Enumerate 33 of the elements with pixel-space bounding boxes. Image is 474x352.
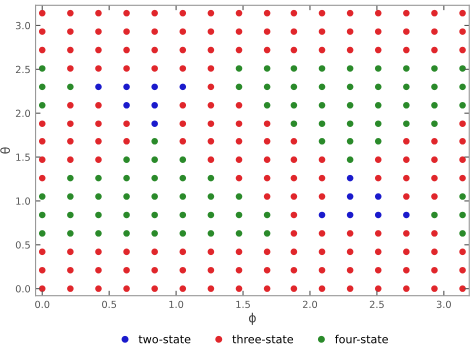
x-tick-label: 0.5 — [102, 300, 116, 308]
point — [346, 174, 354, 182]
x-axis-title: ϕ — [248, 312, 256, 325]
y-tick-label: 2.0 — [16, 110, 30, 118]
point — [151, 120, 158, 127]
x-tick-label: 1.0 — [169, 300, 184, 308]
y-tick-label: 3.0 — [16, 22, 30, 30]
point — [123, 84, 130, 90]
point — [123, 102, 130, 109]
legend-label: four-state — [335, 334, 388, 344]
y-axis-title: θ — [0, 147, 10, 154]
point — [151, 84, 158, 90]
point — [151, 102, 158, 109]
point — [95, 84, 102, 90]
point — [318, 212, 326, 218]
point — [180, 84, 186, 90]
legend-label: two-state — [138, 335, 190, 344]
y-tick-label: 1.5 — [16, 154, 30, 161]
x-tick-label: 2.0 — [302, 300, 318, 308]
x-tick-label: 2.5 — [370, 300, 384, 308]
y-tick-label: 1.0 — [16, 197, 30, 205]
x-tick-label: 1.5 — [236, 300, 250, 308]
x-tick-label: 3.0 — [436, 300, 451, 308]
point — [374, 212, 382, 218]
point — [374, 193, 382, 200]
x-tick-label: 0.0 — [35, 300, 50, 308]
legend-label: three-state — [232, 334, 294, 344]
y-tick-label: 0.0 — [16, 285, 30, 292]
y-tick-label: 2.5 — [16, 66, 30, 74]
point — [403, 212, 410, 218]
y-tick-label: 0.5 — [16, 241, 30, 249]
point — [346, 212, 354, 218]
point — [346, 193, 354, 200]
